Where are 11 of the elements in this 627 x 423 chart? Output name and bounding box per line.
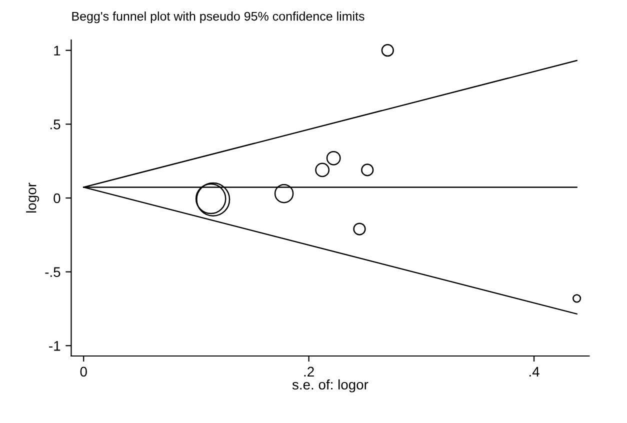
x-tick-label: 0	[80, 366, 87, 377]
chart-title: Begg's funnel plot with pseudo 95% confidence limits	[72, 12, 364, 24]
x-tick-label: .4	[529, 366, 540, 376]
y-tick-label: 1	[54, 46, 60, 56]
y-axis-title: logor	[26, 182, 40, 213]
y-tick-label: -.5	[45, 267, 60, 278]
x-axis-title: s.e. of: logor	[292, 379, 368, 392]
y-tick-label: .5	[50, 120, 60, 130]
x-tick-label: .2	[304, 366, 314, 376]
y-tick-label: -1	[49, 341, 60, 351]
y-tick-label: 0	[54, 193, 60, 204]
